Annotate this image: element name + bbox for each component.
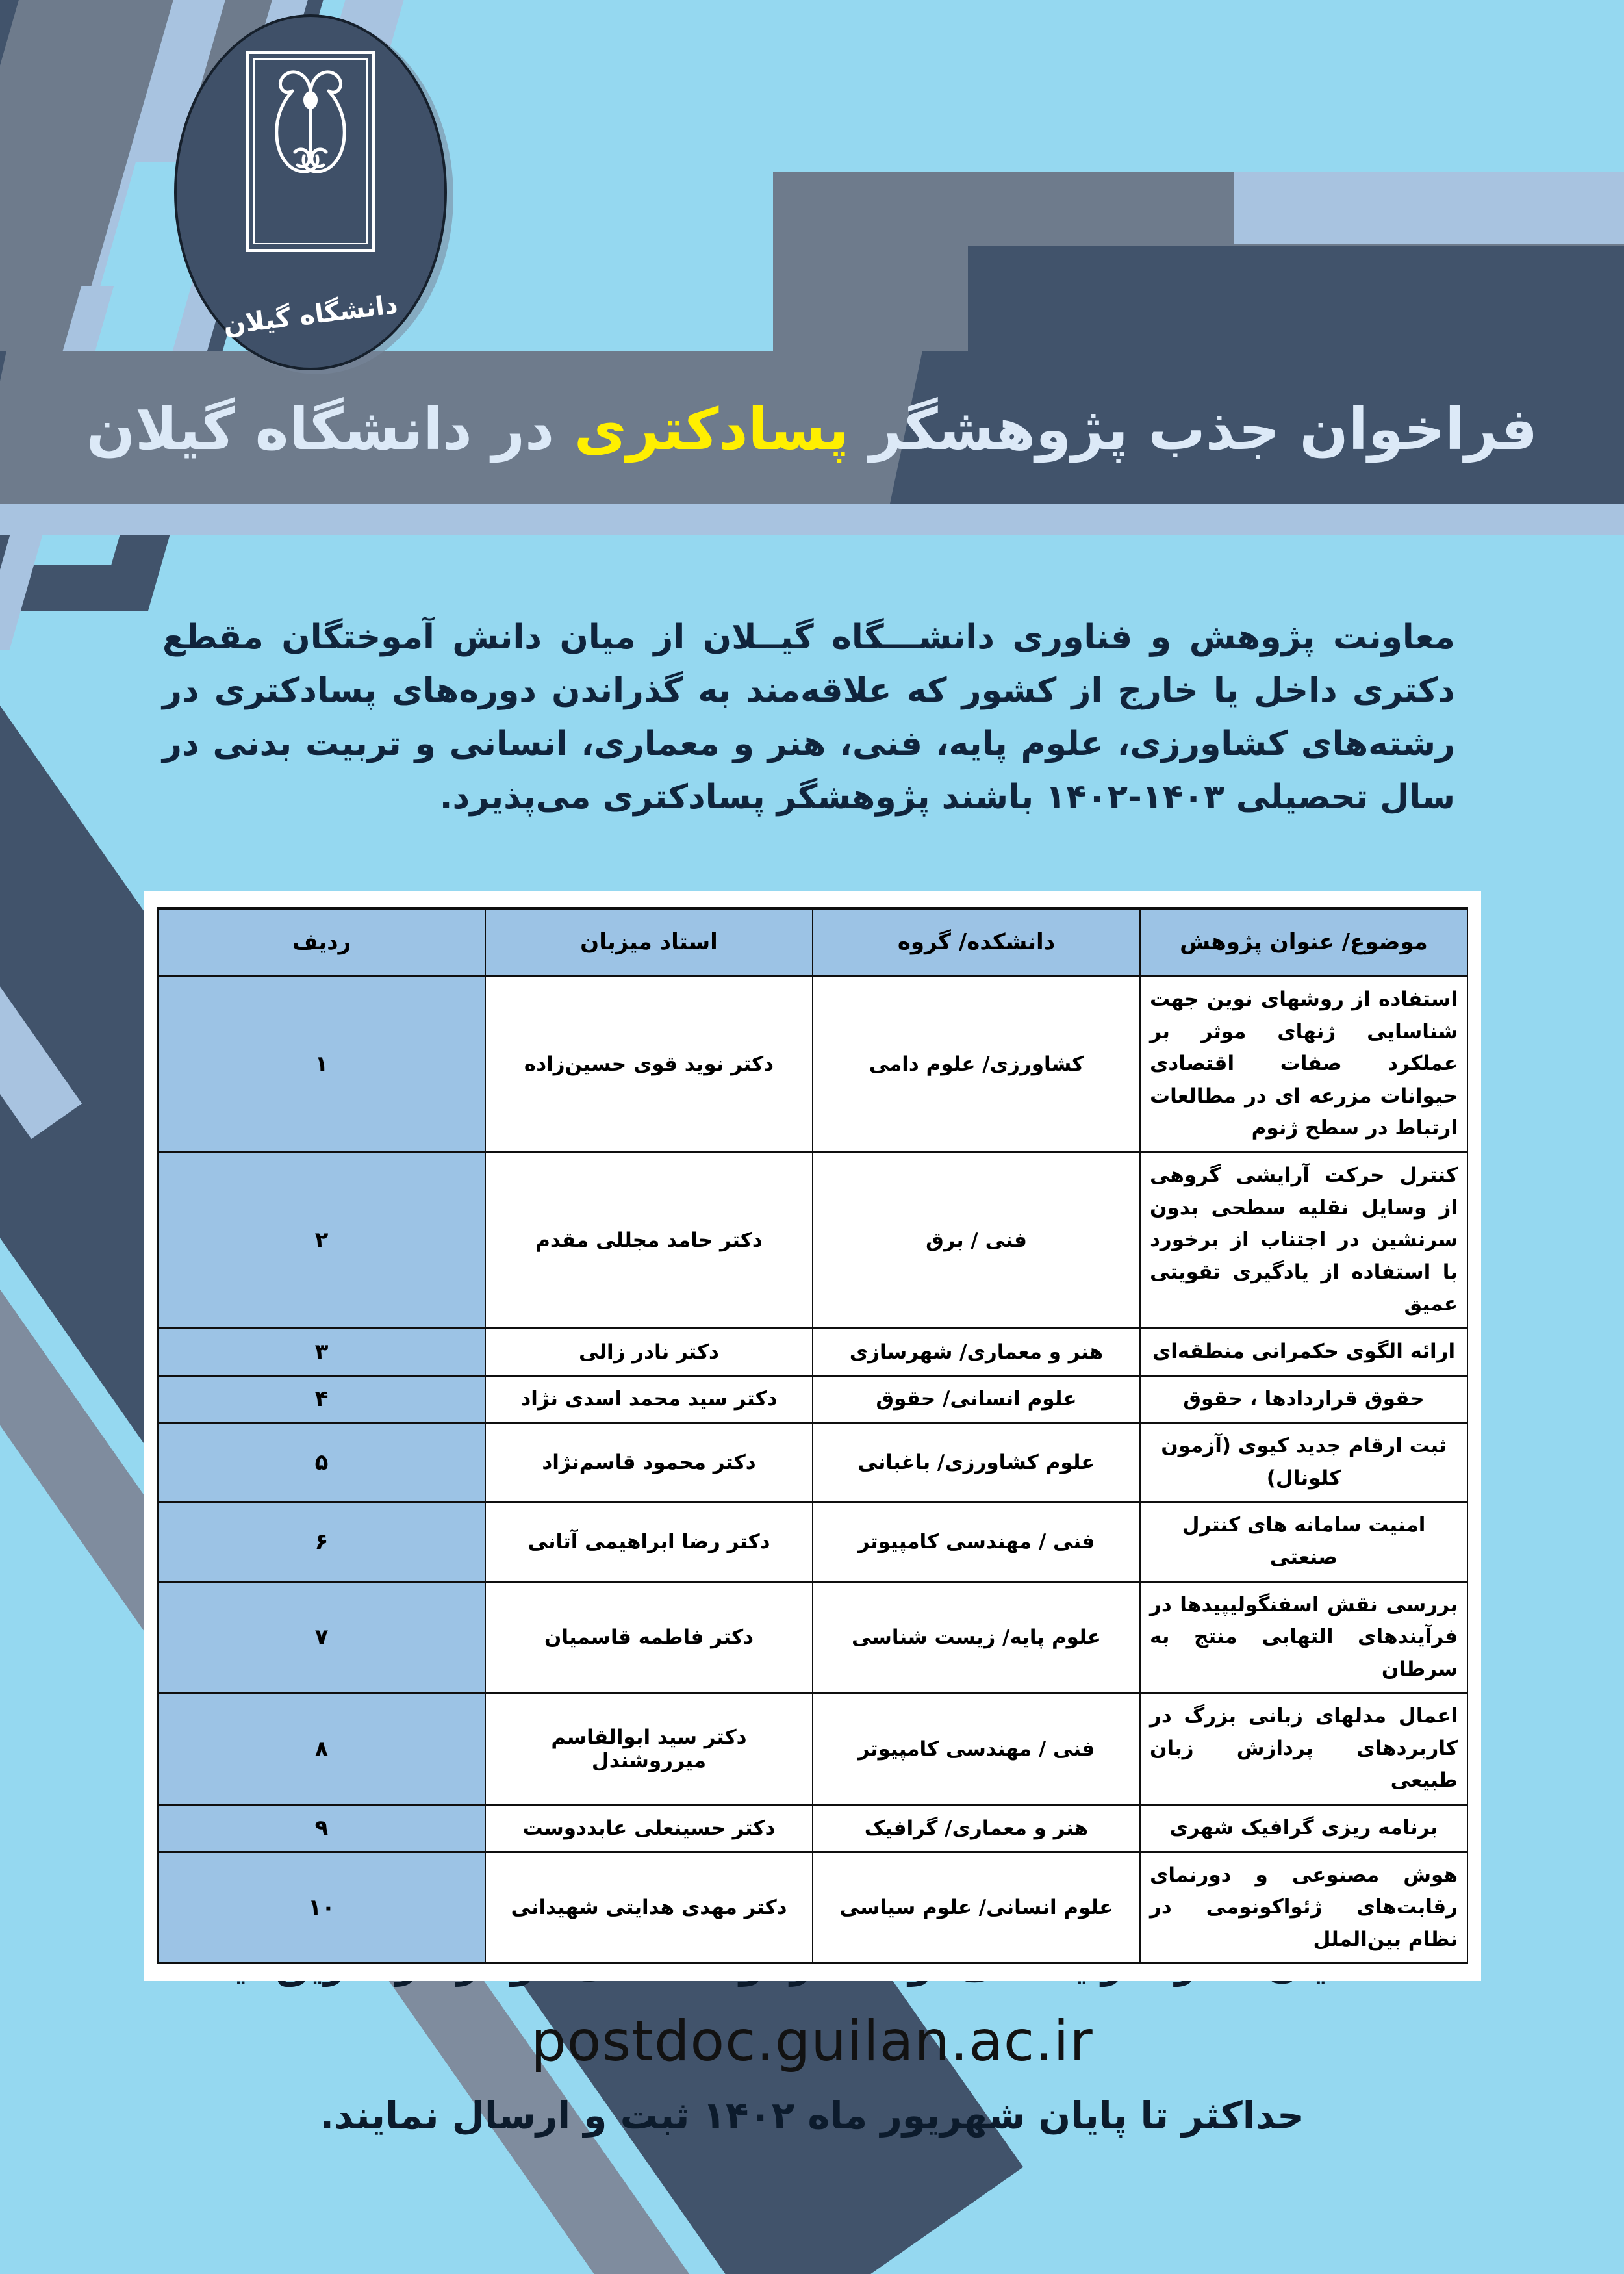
cell-index: ۸ — [157, 1692, 486, 1806]
title-highlight: پسادکتری — [574, 395, 850, 463]
cell-topic: حقوق قراردادها ، حقوق — [1139, 1375, 1468, 1424]
positions-table-body: استفاده از روشهای نوین جهت شناسایی ژنهای… — [157, 975, 1468, 1964]
title-part-before: فراخوان جذب پژوهشگر — [869, 395, 1538, 463]
cell-professor: دکتر سید ابوالقاسم میرروشندل — [485, 1692, 813, 1806]
table-row: هوش مصنوعی و دورنمای رقابت‌های ژئواکونوم… — [157, 1851, 1468, 1964]
cell-professor: دکتر سید محمد اسدی نژاد — [485, 1375, 813, 1424]
cell-topic: استفاده از روشهای نوین جهت شناسایی ژنهای… — [1139, 975, 1468, 1153]
column-header-index: ردیف — [157, 907, 486, 977]
column-header-faculty: دانشکده/ گروه — [812, 907, 1141, 977]
cell-faculty: علوم کشاورزی/ باغبانی — [812, 1422, 1141, 1503]
table-row: ارائه الگوی حکمرانی منطقه‌ای هنر و معماری… — [157, 1327, 1468, 1377]
cell-index: ۱۰ — [157, 1851, 486, 1964]
positions-table-card: موضوع/ عنوان پژوهش دانشکده/ گروه استاد م… — [144, 891, 1481, 1982]
cell-index: ۴ — [157, 1375, 486, 1424]
cell-topic: هوش مصنوعی و دورنمای رقابت‌های ژئواکونوم… — [1139, 1851, 1468, 1964]
cell-professor: دکتر نوید قوی حسین‌زاده — [485, 975, 813, 1153]
cell-index: ۳ — [157, 1327, 486, 1377]
cell-index: ۱ — [157, 975, 486, 1153]
title-banner-underline — [0, 504, 1624, 535]
cell-faculty: هنر و معماری/ شهرسازی — [812, 1327, 1141, 1377]
cell-professor: دکتر رضا ابراهیمی آتانی — [485, 1501, 813, 1583]
cell-faculty: فنی / مهندسی کامپیوتر — [812, 1692, 1141, 1806]
cell-professor: دکتر حسینعلی عابددوست — [485, 1804, 813, 1853]
cell-professor: دکتر نادر زالی — [485, 1327, 813, 1377]
decor-right-light-band — [1234, 172, 1624, 244]
cell-index: ۷ — [157, 1581, 486, 1694]
application-link[interactable]: postdoc.guilan.ac.ir — [531, 2009, 1093, 2074]
cell-faculty: علوم پایه/ زیست شناسی — [812, 1581, 1141, 1694]
cell-faculty: کشاورزی/ علوم دامی — [812, 975, 1141, 1153]
table-row: بررسی نقش اسفنگولیپیدها در فرآیندهای الت… — [157, 1581, 1468, 1694]
decor-diagonal-pale-stripe — [0, 465, 82, 1139]
cell-faculty: علوم انسانی/ علوم سیاسی — [812, 1851, 1141, 1964]
cell-topic: بررسی نقش اسفنگولیپیدها در فرآیندهای الت… — [1139, 1581, 1468, 1694]
table-row: اعمال مدلهای زبانی بزرگ در کاربردهای پرد… — [157, 1692, 1468, 1806]
cell-topic: امنیت سامانه های کنترل صنعتی — [1139, 1501, 1468, 1583]
column-header-professor: استاد میزبان — [485, 907, 813, 977]
cell-index: ۲ — [157, 1151, 486, 1329]
cell-faculty: علوم انسانی/ حقوق — [812, 1375, 1141, 1424]
table-row: امنیت سامانه های کنترل صنعتی فنی / مهندسی… — [157, 1501, 1468, 1583]
intro-paragraph: معاونت پژوهش و فناوری دانشـــگاه گیــلان… — [162, 618, 1455, 817]
table-row: کنترل حرکت آرایشی گروهی از وسایل نقلیه س… — [157, 1151, 1468, 1329]
table-header-row: موضوع/ عنوان پژوهش دانشکده/ گروه استاد م… — [157, 907, 1468, 977]
cell-topic: ثبت ارقام جدید کیوی (آزمون کلونال) — [1139, 1422, 1468, 1503]
cell-professor: دکتر فاطمه قاسمیان — [485, 1581, 813, 1694]
cell-topic: برنامه ریزی گرافیک شهری — [1139, 1804, 1468, 1853]
table-row: استفاده از روشهای نوین جهت شناسایی ژنهای… — [157, 975, 1468, 1153]
poster-title: فراخوان جذب پژوهشگر پسادکتری در دانشگاه … — [0, 364, 1624, 494]
cell-professor: دکتر حامد مجللی مقدم — [485, 1151, 813, 1329]
cell-topic: اعمال مدلهای زبانی بزرگ در کاربردهای پرد… — [1139, 1692, 1468, 1806]
footer-deadline-line: حداکثر تا پایان شهریور ماه ۱۴۰۲ ثبت و ار… — [320, 2093, 1304, 2138]
cell-index: ۵ — [157, 1422, 486, 1503]
table-row: برنامه ریزی گرافیک شهری هنر و معماری/ گرا… — [157, 1804, 1468, 1853]
logo-motif-icon — [275, 70, 346, 173]
cell-professor: دکتر مهدی هدایتی شهیدانی — [485, 1851, 813, 1964]
cell-topic: کنترل حرکت آرایشی گروهی از وسایل نقلیه س… — [1139, 1151, 1468, 1329]
cell-topic: ارائه الگوی حکمرانی منطقه‌ای — [1139, 1327, 1468, 1377]
cell-faculty: هنر و معماری/ گرافیک — [812, 1804, 1141, 1853]
title-part-after: در دانشگاه گیلان — [86, 395, 555, 463]
cell-faculty: فنی / مهندسی کامپیوتر — [812, 1501, 1141, 1583]
cell-faculty: فنی / برق — [812, 1151, 1141, 1329]
cell-professor: دکتر محمود قاسم‌نژاد — [485, 1422, 813, 1503]
table-row: حقوق قراردادها ، حقوق علوم انسانی/ حقوق دک… — [157, 1375, 1468, 1424]
cell-index: ۹ — [157, 1804, 486, 1853]
university-logo: دانشگاه گیلان — [174, 14, 447, 370]
table-row: ثبت ارقام جدید کیوی (آزمون کلونال) علوم ک… — [157, 1422, 1468, 1503]
logo-caption: دانشگاه گیلان — [222, 289, 400, 341]
column-header-topic: موضوع/ عنوان پژوهش — [1139, 907, 1468, 977]
positions-table-head: موضوع/ عنوان پژوهش دانشکده/ گروه استاد م… — [157, 907, 1468, 977]
cell-index: ۶ — [157, 1501, 486, 1583]
positions-table: موضوع/ عنوان پژوهش دانشکده/ گروه استاد م… — [157, 907, 1468, 1964]
poster-title-text: فراخوان جذب پژوهشگر پسادکتری در دانشگاه … — [86, 396, 1538, 463]
